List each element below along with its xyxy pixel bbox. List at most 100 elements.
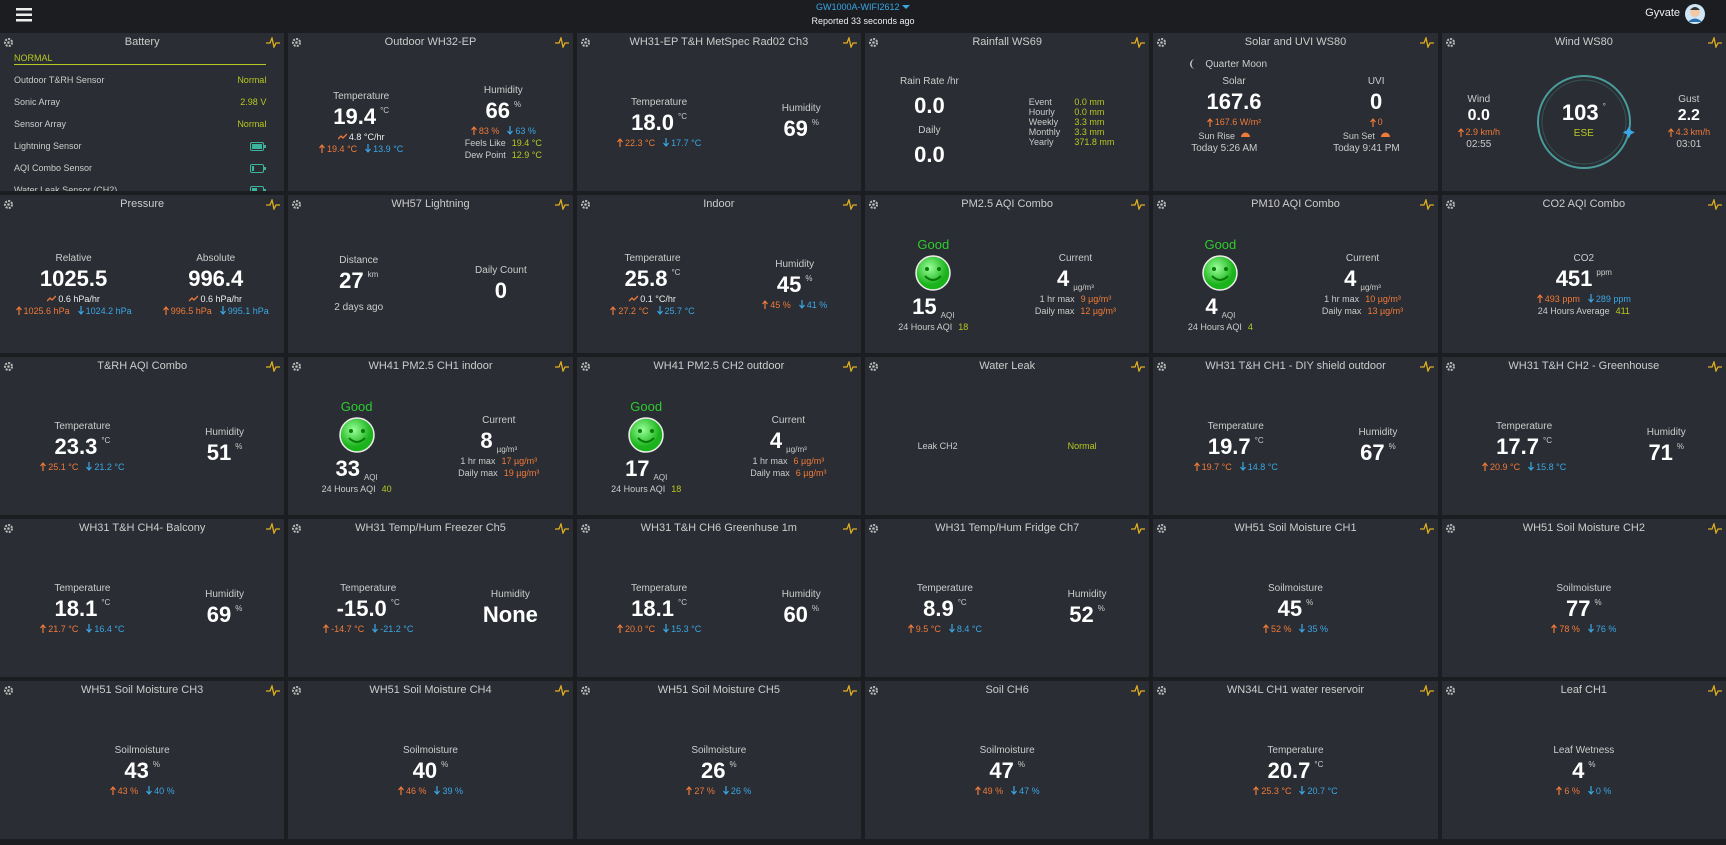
hilo: 25.3 °C 20.7 °C (1253, 786, 1338, 796)
low-value: 8.4 °C (956, 623, 983, 634)
chart-button[interactable] (1708, 361, 1722, 372)
label: Humidity (490, 588, 530, 600)
chart-button[interactable] (843, 685, 857, 696)
reading: Good 15 AQI 24 Hours AQI 18 (898, 237, 968, 332)
low-value: 1024.2 hPa (85, 305, 132, 316)
settings-button[interactable] (3, 37, 14, 48)
label: UVI (1367, 76, 1385, 87)
settings-button[interactable] (291, 523, 302, 534)
unit: µg/m³ (496, 444, 518, 454)
row-label: 1 hr max (752, 455, 788, 466)
chart-button[interactable] (1419, 523, 1434, 534)
device-name[interactable]: GW1000A-WIFI2612 (815, 2, 900, 12)
chart-button[interactable] (1131, 523, 1146, 534)
label: Current (771, 414, 806, 426)
value-line: 4 µg/m³ (1057, 266, 1094, 292)
reading: Leaf Wetness 4% 6 % 0 % (1553, 745, 1614, 796)
user-name[interactable]: Gyvate (1645, 7, 1680, 19)
row-label: Weekly (1028, 117, 1059, 127)
chart-button[interactable] (1131, 361, 1146, 372)
hi: 0 (1369, 117, 1383, 127)
settings-button[interactable] (291, 37, 302, 48)
row-value: 12 µg/m³ (1080, 305, 1117, 316)
settings-button[interactable] (868, 199, 879, 210)
reading: Good 4 AQI 24 Hours AQI 4 (1188, 237, 1253, 332)
chart-button[interactable] (843, 37, 857, 48)
settings-button[interactable] (3, 523, 14, 534)
settings-button[interactable] (1445, 361, 1456, 372)
row-value: Normal (237, 119, 267, 129)
settings-button[interactable] (580, 37, 591, 48)
settings-button[interactable] (1156, 523, 1167, 534)
chart-button[interactable] (1419, 199, 1434, 210)
chart-button[interactable] (554, 199, 569, 210)
settings-button[interactable] (3, 685, 14, 696)
settings-button[interactable] (291, 361, 302, 372)
settings-button[interactable] (868, 685, 879, 696)
settings-button[interactable] (3, 199, 14, 210)
value-line: 18.1 °C (631, 596, 687, 622)
bat-row: Lightning Sensor (14, 135, 267, 157)
settings-button[interactable] (868, 37, 879, 48)
settings-button[interactable] (868, 523, 879, 534)
settings-button[interactable] (580, 685, 591, 696)
chart-button[interactable] (1419, 685, 1434, 696)
settings-button[interactable] (1156, 361, 1167, 372)
big: 51 (206, 439, 232, 465)
settings-button[interactable] (580, 523, 591, 534)
chart-button[interactable] (554, 523, 569, 534)
settings-button[interactable] (1445, 523, 1456, 534)
chart-button[interactable] (266, 37, 281, 48)
chart-button[interactable] (266, 199, 281, 210)
settings-button[interactable] (868, 361, 879, 372)
arrow-up (686, 786, 693, 795)
chart-button[interactable] (1419, 361, 1434, 372)
big: 77 (1566, 595, 1591, 621)
chart-button[interactable] (554, 361, 569, 372)
avatar[interactable] (1684, 3, 1706, 25)
chart-button[interactable] (1131, 685, 1146, 696)
value-line: 26% (701, 758, 737, 784)
settings-button[interactable] (1445, 685, 1456, 696)
chart-button[interactable] (1419, 37, 1434, 48)
chart-button[interactable] (1708, 523, 1722, 534)
chart-button[interactable] (843, 199, 857, 210)
settings-button[interactable] (291, 199, 302, 210)
chart-button[interactable] (1708, 685, 1722, 696)
label: Solar (1222, 76, 1246, 87)
arrow-up (1193, 462, 1200, 471)
settings-button[interactable] (1445, 199, 1456, 210)
unit: % (1306, 597, 1314, 607)
chart-button[interactable] (554, 685, 569, 696)
chart-button[interactable] (1708, 199, 1722, 210)
settings-button[interactable] (1156, 37, 1167, 48)
big: 26 (701, 757, 726, 783)
label: Temperature (631, 96, 688, 108)
settings-button[interactable] (3, 361, 14, 372)
arrow-up (1536, 294, 1543, 303)
settings-button[interactable] (580, 361, 591, 372)
chart-button[interactable] (1131, 199, 1146, 210)
menu-button[interactable] (16, 7, 34, 23)
chart-button[interactable] (266, 361, 281, 372)
unit: °C (678, 597, 687, 607)
unit: ° (1602, 102, 1606, 111)
chart-button[interactable] (1708, 37, 1722, 48)
settings-button[interactable] (1445, 37, 1456, 48)
chart-button[interactable] (266, 685, 281, 696)
chart-button[interactable] (266, 523, 281, 534)
settings-button[interactable] (1156, 685, 1167, 696)
chart-button[interactable] (1131, 37, 1146, 48)
reading: Absolute 996.4 0.6 hPa/hr 996.5 hPa 995.1 hP… (162, 253, 269, 316)
settings-button[interactable] (291, 685, 302, 696)
chart-button[interactable] (843, 361, 857, 372)
settings-button[interactable] (1156, 199, 1167, 210)
chart-button[interactable] (554, 37, 569, 48)
chart-button[interactable] (843, 523, 857, 534)
row-label: Hourly (1028, 107, 1055, 117)
settings-button[interactable] (580, 199, 591, 210)
device-select[interactable]: GW1000A-WIFI2612 (0, 2, 1726, 12)
card: WH51 Soil Moisture CH4 Soilmoisture 40% 46 … (288, 681, 573, 839)
trend-icon (337, 133, 347, 140)
reading: Solar 167.6 167.6 W/m² (1206, 76, 1261, 127)
